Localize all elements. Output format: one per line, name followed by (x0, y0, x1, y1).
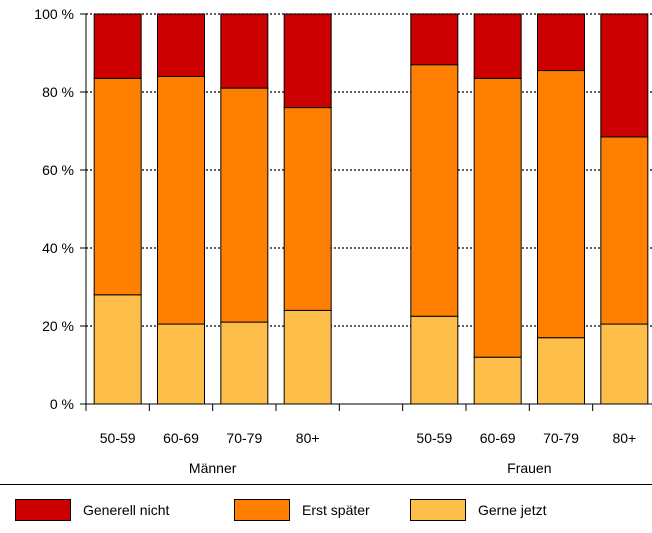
x-tick-label: 70-79 (226, 430, 262, 446)
bar-segment (537, 337, 585, 405)
bar-segment (157, 75, 205, 325)
grid-lines (86, 13, 652, 327)
bar-segment (283, 107, 332, 311)
y-tick-label: 20 % (42, 318, 74, 334)
bar-segment (473, 77, 522, 358)
bar-segment (473, 356, 522, 405)
legend-swatch-gerne-jetzt (410, 499, 466, 521)
y-tick-label: 100 % (34, 6, 74, 22)
bar-segment (220, 321, 269, 405)
bar-segment (410, 13, 459, 66)
x-tick-label: 80+ (612, 430, 636, 446)
axes (80, 13, 652, 411)
legend-label-gerne-jetzt: Gerne jetzt (478, 502, 547, 518)
bar-segment (600, 13, 649, 138)
bar-segment (93, 294, 142, 405)
bar-segment (157, 323, 205, 405)
x-tick-label: 50-59 (100, 430, 136, 446)
bar-segment (220, 13, 269, 89)
y-tick-labels: 0 % 20 % 40 % 60 % 80 % 100 % (34, 6, 74, 412)
legend-label-generell-nicht: Generell nicht (83, 502, 170, 518)
x-tick-label: 70-79 (543, 430, 579, 446)
legend-swatch-generell-nicht (15, 499, 71, 521)
y-tick-label: 60 % (42, 162, 74, 178)
bar-segment (410, 315, 459, 405)
bar-segment (410, 64, 459, 317)
x-tick-label: 50-59 (416, 430, 452, 446)
legend-item-generell-nicht: Generell nicht (15, 498, 169, 522)
y-tick-label: 80 % (42, 84, 74, 100)
x-tick-label: 80+ (296, 430, 320, 446)
stacked-bar-chart: 0 % 20 % 40 % 60 % 80 % 100 % 50-59 60-69 70-79… (34, 6, 652, 476)
group-label: Männer (189, 460, 237, 476)
bar-segment (93, 77, 142, 296)
bar-segment (220, 87, 269, 323)
bar-segment (93, 13, 142, 79)
group-label: Frauen (507, 460, 551, 476)
group-labels: Männer Frauen (189, 460, 552, 476)
legend-label-erst-spaeter: Erst später (302, 502, 370, 518)
y-tick-label: 40 % (42, 240, 74, 256)
legend: Generell nicht Erst später Gerne jetzt (0, 484, 652, 524)
x-tick-label: 60-69 (163, 430, 199, 446)
legend-divider (0, 484, 652, 485)
bar-segment (157, 13, 205, 77)
bar-segment (600, 136, 649, 325)
y-tick-label: 0 % (50, 396, 74, 412)
bars (93, 13, 649, 405)
x-tick-label: 60-69 (480, 430, 516, 446)
bar-segment (283, 309, 332, 405)
bar-segment (283, 13, 332, 109)
bar-segment (473, 13, 522, 79)
legend-item-gerne-jetzt: Gerne jetzt (410, 498, 546, 522)
legend-swatch-erst-spaeter (234, 499, 290, 521)
x-tick-labels: 50-59 60-69 70-79 80+ 50-59 60-69 70-79 80+ (100, 430, 636, 446)
bar-segment (537, 13, 585, 72)
legend-item-erst-spaeter: Erst später (234, 498, 370, 522)
bar-segment (537, 70, 585, 339)
bar-segment (600, 323, 649, 405)
